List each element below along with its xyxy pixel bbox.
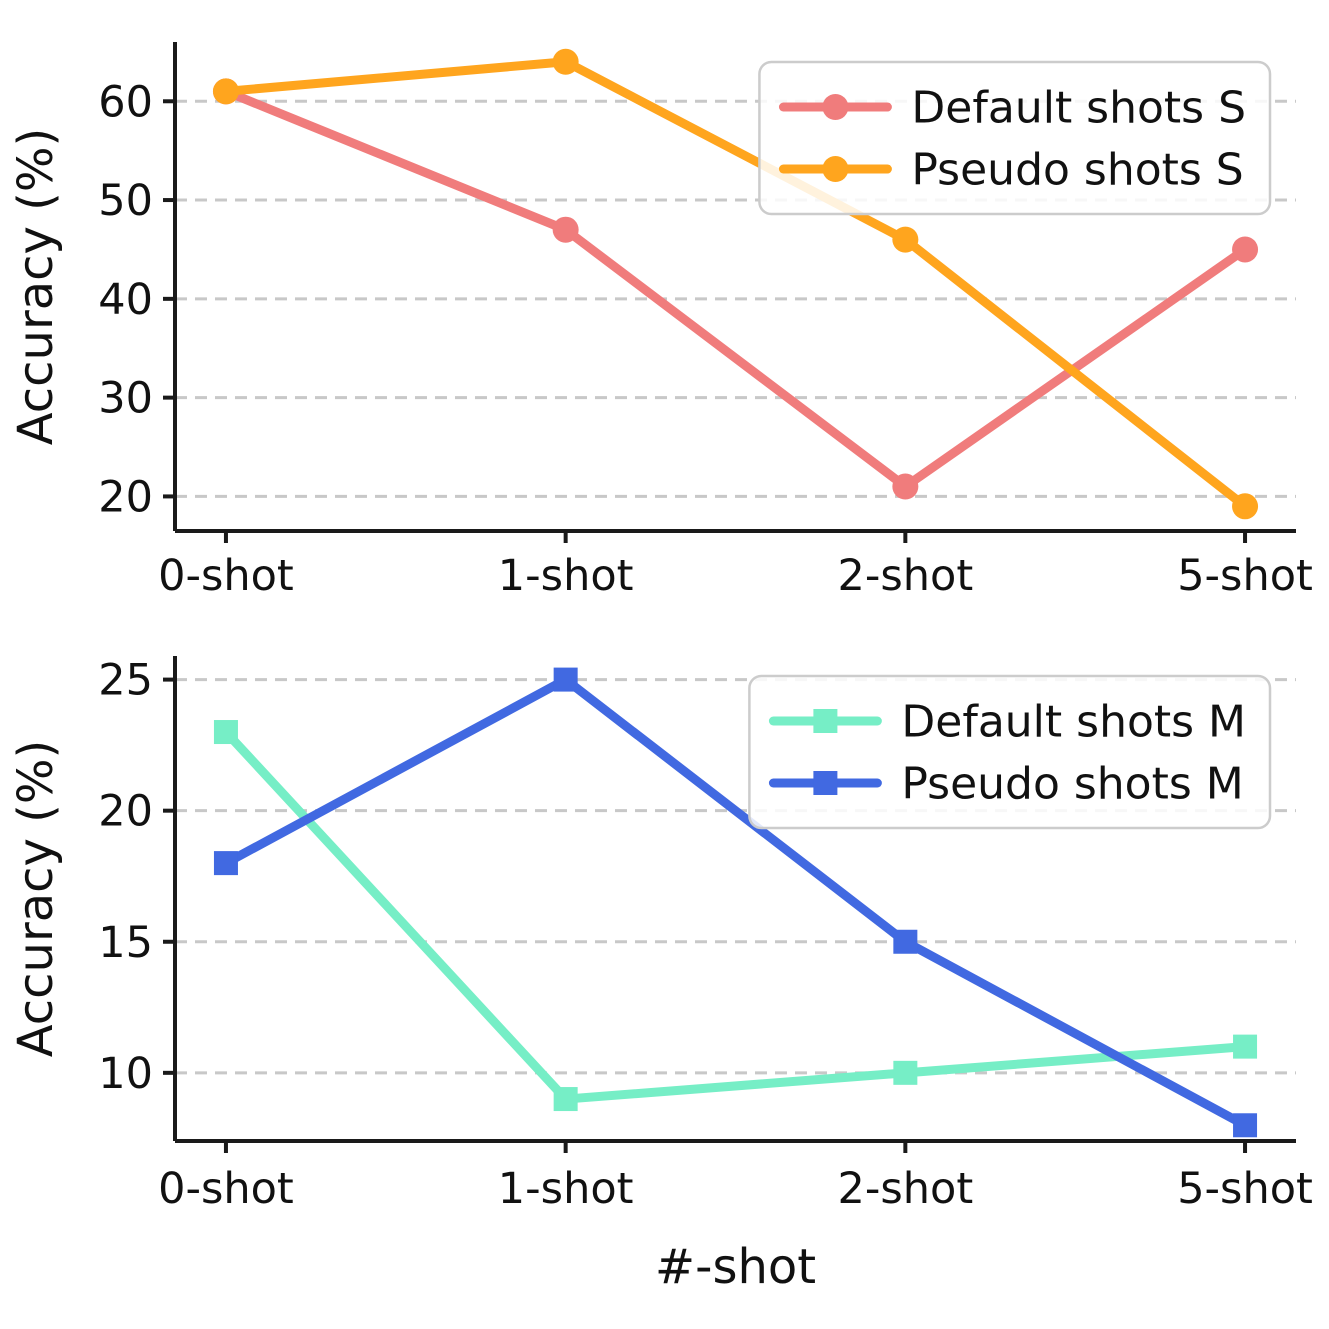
legend-sample-marker bbox=[813, 709, 838, 733]
series-marker bbox=[553, 667, 578, 692]
series-marker bbox=[1232, 493, 1259, 520]
series-line bbox=[221, 675, 1250, 1130]
series-marker bbox=[893, 929, 918, 954]
series-marker bbox=[213, 851, 238, 876]
legend-label: Default shots M bbox=[901, 696, 1246, 747]
x-tick-label: 2-shot bbox=[837, 1164, 973, 1214]
series-marker bbox=[1233, 1034, 1258, 1059]
series-line bbox=[221, 727, 1250, 1104]
series-line bbox=[221, 57, 1250, 511]
x-tick-label: 1-shot bbox=[498, 1164, 634, 1214]
y-tick-label: 50 bbox=[98, 176, 153, 226]
legend-box bbox=[758, 60, 1272, 216]
series-marker bbox=[892, 226, 919, 253]
series-marker bbox=[212, 78, 239, 105]
series-marker bbox=[1232, 236, 1259, 263]
y-tick-label: 20 bbox=[98, 472, 153, 522]
legend-sample-marker bbox=[822, 156, 849, 182]
series-marker bbox=[552, 48, 579, 75]
series-marker bbox=[553, 1087, 578, 1112]
x-tick-label: 1-shot bbox=[498, 551, 634, 601]
accuracy-chart-s: 20 30 40 50 60 0-shot 1-shot 2-shot 5-shot Accura… bbox=[8, 42, 1313, 601]
series-marker bbox=[213, 720, 238, 745]
y-axis-label: Accuracy (%) bbox=[8, 740, 64, 1057]
legend-box bbox=[748, 674, 1272, 830]
x-tick-label: 0-shot bbox=[158, 551, 294, 601]
legend-sample-marker bbox=[822, 94, 849, 120]
legend-sample-marker bbox=[813, 771, 838, 795]
series-marker bbox=[552, 216, 579, 243]
y-axis-label: Accuracy (%) bbox=[8, 128, 64, 445]
y-tick-label: 15 bbox=[98, 918, 153, 968]
legend: Default shots S Pseudo shots S bbox=[758, 60, 1272, 216]
y-tick-label: 40 bbox=[98, 275, 153, 325]
series-marker bbox=[1233, 1113, 1258, 1138]
y-tick-label: 25 bbox=[98, 656, 153, 706]
legend-label: Pseudo shots M bbox=[901, 758, 1243, 809]
x-tick-label: 2-shot bbox=[837, 551, 973, 601]
series-marker bbox=[892, 473, 919, 500]
x-axis-label: #-shot bbox=[655, 1239, 816, 1295]
y-tick-label: 60 bbox=[98, 77, 153, 127]
x-tick-label: 0-shot bbox=[158, 1164, 294, 1214]
y-tick-label: 20 bbox=[98, 787, 153, 837]
y-tick-label: 30 bbox=[98, 374, 153, 424]
series-marker bbox=[893, 1060, 918, 1085]
x-tick-label: 5-shot bbox=[1177, 1164, 1313, 1214]
accuracy-chart-m: 10 15 20 25 0-shot 1-shot 2-shot 5-shot Accuracy… bbox=[8, 656, 1313, 1295]
legend-label: Default shots S bbox=[911, 82, 1246, 133]
legend-label: Pseudo shots S bbox=[911, 144, 1243, 195]
x-tick-label: 5-shot bbox=[1177, 551, 1313, 601]
y-tick-label: 10 bbox=[98, 1049, 153, 1099]
legend: Default shots M Pseudo shots M bbox=[748, 674, 1272, 830]
